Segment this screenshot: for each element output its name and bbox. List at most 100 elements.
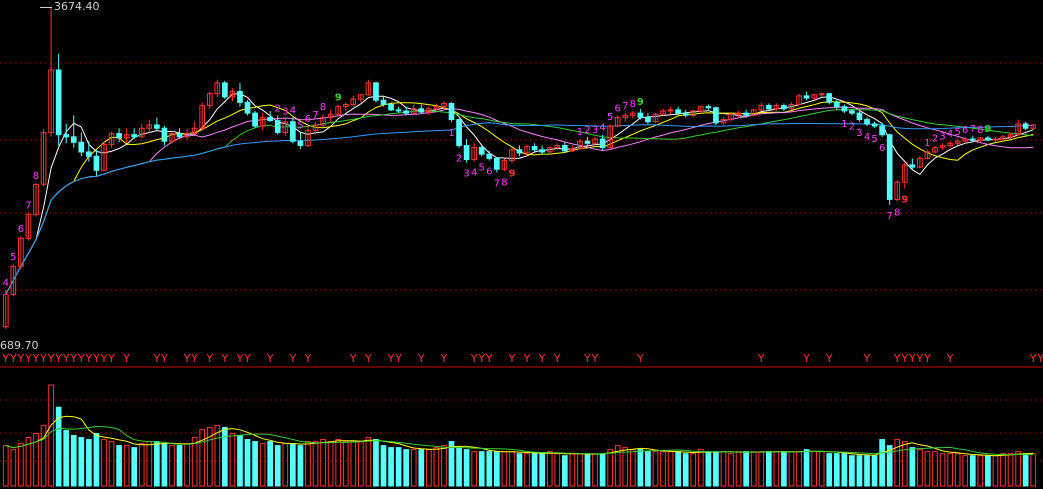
volume-bar	[373, 439, 379, 487]
volume-bar	[660, 451, 666, 487]
candle-up	[788, 103, 795, 110]
volume-bar	[63, 429, 70, 487]
sequence-label: 6	[486, 167, 492, 178]
volume-bar	[675, 451, 681, 487]
candle-down	[373, 82, 379, 101]
candle-up	[697, 106, 704, 112]
sequence-label: 9	[335, 92, 342, 103]
volume-bar	[629, 449, 636, 487]
signal-marker: Y	[160, 352, 168, 365]
candle-down	[682, 112, 689, 116]
candle-up	[947, 142, 953, 146]
volume-bar	[645, 451, 651, 487]
sequence-label: 3	[592, 125, 598, 136]
sequence-label: 4	[599, 123, 605, 134]
candle-down	[584, 140, 591, 144]
volume-bar	[501, 451, 508, 487]
candle-down	[131, 134, 138, 138]
sequence-label: 4	[3, 278, 9, 289]
volume-bar	[199, 428, 206, 487]
signal-marker: Y	[32, 352, 40, 365]
candle-down	[599, 138, 606, 149]
volume-bar	[864, 455, 870, 487]
volume-bar	[10, 449, 17, 487]
volume-bar	[138, 443, 145, 487]
candle-up	[214, 82, 221, 95]
volume-bar	[312, 441, 319, 487]
volume-bar	[365, 437, 372, 487]
signal-marker: Y	[477, 352, 485, 365]
signal-marker: Y	[243, 352, 251, 365]
candle-up	[811, 94, 817, 99]
volume-bar	[48, 384, 54, 487]
candle-down	[55, 69, 62, 136]
candle-down	[637, 112, 644, 118]
volume-bar	[554, 453, 561, 487]
signal-marker: Y	[349, 352, 357, 365]
sequence-label: 5	[297, 121, 303, 132]
candle-down	[63, 134, 70, 138]
candle-up	[894, 181, 901, 200]
candle-up	[758, 105, 765, 111]
sequence-label: 6	[962, 125, 968, 136]
signal-marker: Y	[1029, 352, 1037, 365]
signal-marker: Y	[9, 352, 17, 365]
volume-bar	[25, 437, 32, 487]
volume-bar	[697, 449, 704, 487]
candle-up	[229, 91, 236, 98]
candle-up	[191, 127, 198, 135]
signal-marker: Y	[508, 352, 516, 365]
volume-bar	[229, 432, 236, 487]
candle-down	[237, 91, 243, 103]
candle-down	[176, 133, 183, 138]
volume-bar	[886, 445, 893, 487]
candle-up	[282, 121, 289, 134]
volume-bar	[811, 451, 817, 487]
signal-marker: Y	[1, 352, 9, 365]
volume-bar	[222, 426, 228, 487]
ma5-line	[5, 92, 1034, 295]
candle-down	[493, 157, 500, 170]
volume-bar	[456, 447, 462, 487]
candle-down	[969, 138, 976, 141]
candle-up	[350, 98, 357, 105]
volume-bar	[682, 453, 689, 487]
candle-up	[917, 157, 923, 168]
sequence-label: 7	[312, 110, 318, 121]
candle-up	[184, 133, 190, 138]
signal-marker: Y	[802, 352, 810, 365]
candle-up	[18, 237, 24, 267]
volume-bar	[977, 455, 984, 487]
candle-up	[259, 116, 266, 127]
candle-down	[78, 141, 85, 153]
candle-up	[690, 110, 697, 116]
candle-down	[531, 146, 538, 151]
volume-bar	[1007, 453, 1014, 487]
volume-bar	[282, 443, 289, 487]
candle-up	[607, 125, 613, 149]
sequence-label: 8	[630, 99, 636, 110]
ma60-line	[5, 122, 1034, 295]
volume-bar	[441, 445, 447, 487]
volume-bar	[524, 453, 530, 487]
candle-down	[395, 109, 402, 112]
candle-up	[796, 95, 802, 105]
signal-marker: Y	[183, 352, 191, 365]
volume-bar	[433, 447, 440, 487]
candle-up	[342, 103, 349, 108]
volume-bar	[403, 449, 410, 487]
sequence-label: 7	[25, 200, 31, 211]
volume-bar	[735, 451, 742, 487]
volume-bar	[622, 447, 629, 487]
volume-bar	[169, 445, 175, 487]
sequence-label: 2	[932, 133, 938, 144]
volume-bar	[917, 449, 923, 487]
volume-bar	[539, 453, 546, 487]
volume-bar	[70, 435, 77, 487]
candle-up	[312, 124, 319, 131]
volume-bar	[985, 455, 991, 487]
candle-down	[161, 127, 168, 142]
sequence-label: 4	[947, 129, 953, 140]
candle-up	[48, 69, 54, 134]
